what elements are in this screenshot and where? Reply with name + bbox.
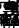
Text: Temperature of the percolation threshold of water in the hydra-
tion shell of EL: Temperature of the percolation threshold… [2, 10, 19, 28]
Text: criterion for hydration shell is imposed. The temperature of the percola-
tion t: criterion for hydration shell is imposed… [2, 16, 19, 28]
Text: ELP: ELP [5, 0, 19, 6]
Text: States of interfacial water in fully hydrated biosystems: States of interfacial water in fully hyd… [2, 1, 19, 20]
Legend: $R$ = 50%, maximum of $S_\mathrm{mean}$, $R$ = 95%, $n_S$$\sim$$S^{-2.05}$: $R$ = 50%, maximum of $S_\mathrm{mean}$,… [0, 0, 9, 2]
Text: Figure 132:: Figure 132: [2, 10, 19, 27]
Text: 223: 223 [0, 1, 17, 20]
Text: $D$ = 4.5 \AA: $D$ = 4.5 \AA [0, 0, 19, 2]
